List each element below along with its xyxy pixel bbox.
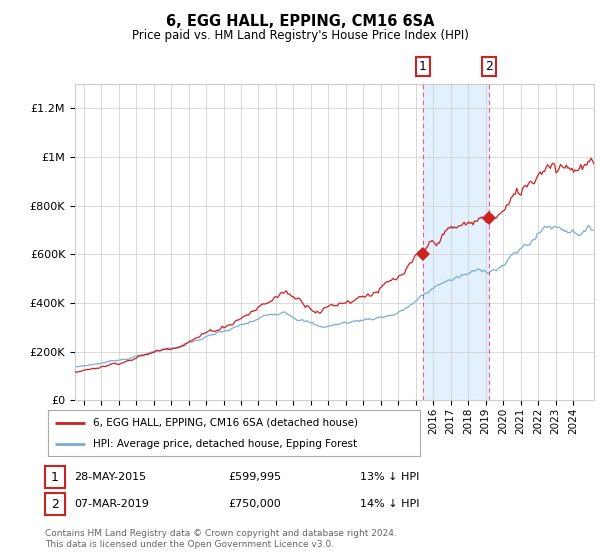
Text: 6, EGG HALL, EPPING, CM16 6SA: 6, EGG HALL, EPPING, CM16 6SA — [166, 14, 434, 29]
Text: 28-MAY-2015: 28-MAY-2015 — [74, 472, 146, 482]
Text: 2: 2 — [51, 497, 59, 511]
Text: 14% ↓ HPI: 14% ↓ HPI — [360, 499, 419, 509]
Text: 07-MAR-2019: 07-MAR-2019 — [74, 499, 149, 509]
Text: £750,000: £750,000 — [228, 499, 281, 509]
Text: 13% ↓ HPI: 13% ↓ HPI — [360, 472, 419, 482]
Text: Contains HM Land Registry data © Crown copyright and database right 2024.
This d: Contains HM Land Registry data © Crown c… — [45, 529, 397, 549]
Text: Price paid vs. HM Land Registry's House Price Index (HPI): Price paid vs. HM Land Registry's House … — [131, 29, 469, 42]
Text: 6, EGG HALL, EPPING, CM16 6SA (detached house): 6, EGG HALL, EPPING, CM16 6SA (detached … — [92, 418, 358, 428]
Text: 1: 1 — [419, 60, 427, 73]
Text: HPI: Average price, detached house, Epping Forest: HPI: Average price, detached house, Eppi… — [92, 439, 357, 449]
Text: £599,995: £599,995 — [228, 472, 281, 482]
Bar — [423, 84, 488, 400]
Text: 1: 1 — [51, 470, 59, 484]
Text: 2: 2 — [485, 60, 493, 73]
